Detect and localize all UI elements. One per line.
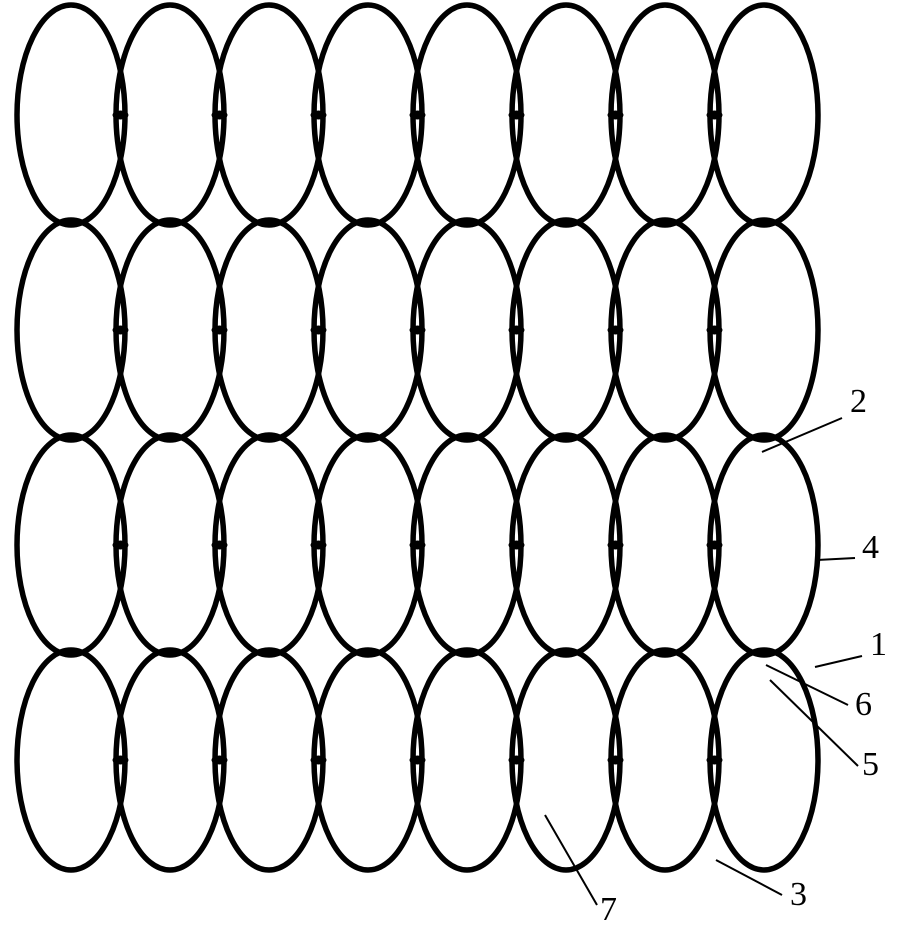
lattice-node-dot [212,111,228,120]
lattice-ellipse [611,220,719,440]
lattice-ellipse [215,5,323,225]
lattice-ellipse [314,5,422,225]
callout-label-1: 1 [870,626,887,663]
lattice-node-dot [162,218,178,227]
lattice-node-dot [707,541,723,550]
lattice-ellipse [314,220,422,440]
lattice-node-dot [459,433,475,442]
lattice-ellipse [116,435,224,655]
lattice-node-dot [63,218,79,227]
lattice-node-dot [558,218,574,227]
lattice-ellipse [17,435,125,655]
lattice-ellipse [17,220,125,440]
lattice-node-dot [509,111,525,120]
lattice-node-dot [311,326,327,335]
lattice-node-dot [261,433,277,442]
callout-label-5: 5 [862,746,879,783]
lattice-node-dot [509,756,525,765]
lattice-node-dot [162,433,178,442]
lattice-node-dot [707,326,723,335]
lattice-node-dot [707,756,723,765]
lattice-node-dot [212,756,228,765]
lattice-node-dot [657,648,673,657]
lattice-node-dot [707,111,723,120]
lattice-ellipse [611,650,719,870]
lattice-node-dot [63,648,79,657]
lattice-ellipse [413,220,521,440]
lattice-node-dot [410,111,426,120]
lattice-node-dot [360,648,376,657]
lattice-node-dot [756,218,772,227]
lattice-node-dot [608,541,624,550]
lattice-node-dot [113,756,129,765]
lattice-ellipse [512,220,620,440]
lattice-node-dot [212,326,228,335]
leader-line [817,558,855,560]
lattice-node-dot [410,326,426,335]
lattice-node-dot [113,326,129,335]
lattice-ellipse [314,650,422,870]
lattice-diagram: 1 2 3 4 5 6 7 [0,0,910,926]
callout-label-2: 2 [850,383,867,420]
lattice-node-dot [657,433,673,442]
lattice-ellipse [116,5,224,225]
lattice-ellipse [413,5,521,225]
lattice-node-dot [162,648,178,657]
lattice-ellipse [611,5,719,225]
callout-label-6: 6 [855,686,872,723]
lattice-node-dot [608,756,624,765]
lattice-ellipse [215,220,323,440]
lattice-ellipse [710,5,818,225]
lattice-node-dot [558,433,574,442]
callout-label-3: 3 [790,876,807,913]
leader-line [770,680,858,766]
lattice-ellipse [116,220,224,440]
lattice-node-dot [410,541,426,550]
lattice-ellipse [215,650,323,870]
lattice-node-dot [311,111,327,120]
lattice-ellipse [116,650,224,870]
lattice-node-dot [261,218,277,227]
lattice-node-dot [311,541,327,550]
lattice-node-dot [113,541,129,550]
lattice-ellipse [17,5,125,225]
lattice-node-dot [608,326,624,335]
lattice-ellipse [710,220,818,440]
lattice-node-dot [360,433,376,442]
lattice-ellipse [215,435,323,655]
lattice-node-dot [410,756,426,765]
callout-label-7: 7 [600,891,617,926]
lattice-node-dot [113,111,129,120]
lattice-ellipse [413,435,521,655]
lattice-ellipse [512,5,620,225]
lattice-node-dot [459,218,475,227]
lattice-node-dot [360,218,376,227]
lattice-node-dot [608,111,624,120]
lattice-ellipse [17,650,125,870]
lattice-node-dot [509,541,525,550]
lattice-ellipse [512,435,620,655]
lattice-node-dot [558,648,574,657]
lattice-ellipse [413,650,521,870]
lattice-node-dot [756,648,772,657]
lattice-node-dot [311,756,327,765]
lattice-node-dot [657,218,673,227]
lattice-ellipse [611,435,719,655]
lattice-ellipse [314,435,422,655]
lattice-node-dot [212,541,228,550]
callout-label-4: 4 [862,529,879,566]
lattice-node-dot [261,648,277,657]
lattice-node-dot [459,648,475,657]
lattice-node-dot [756,433,772,442]
lattice-node-dot [509,326,525,335]
lattice-ellipse [710,435,818,655]
lattice-node-dot [63,433,79,442]
lattice-ellipse [512,650,620,870]
leader-line [815,656,862,667]
